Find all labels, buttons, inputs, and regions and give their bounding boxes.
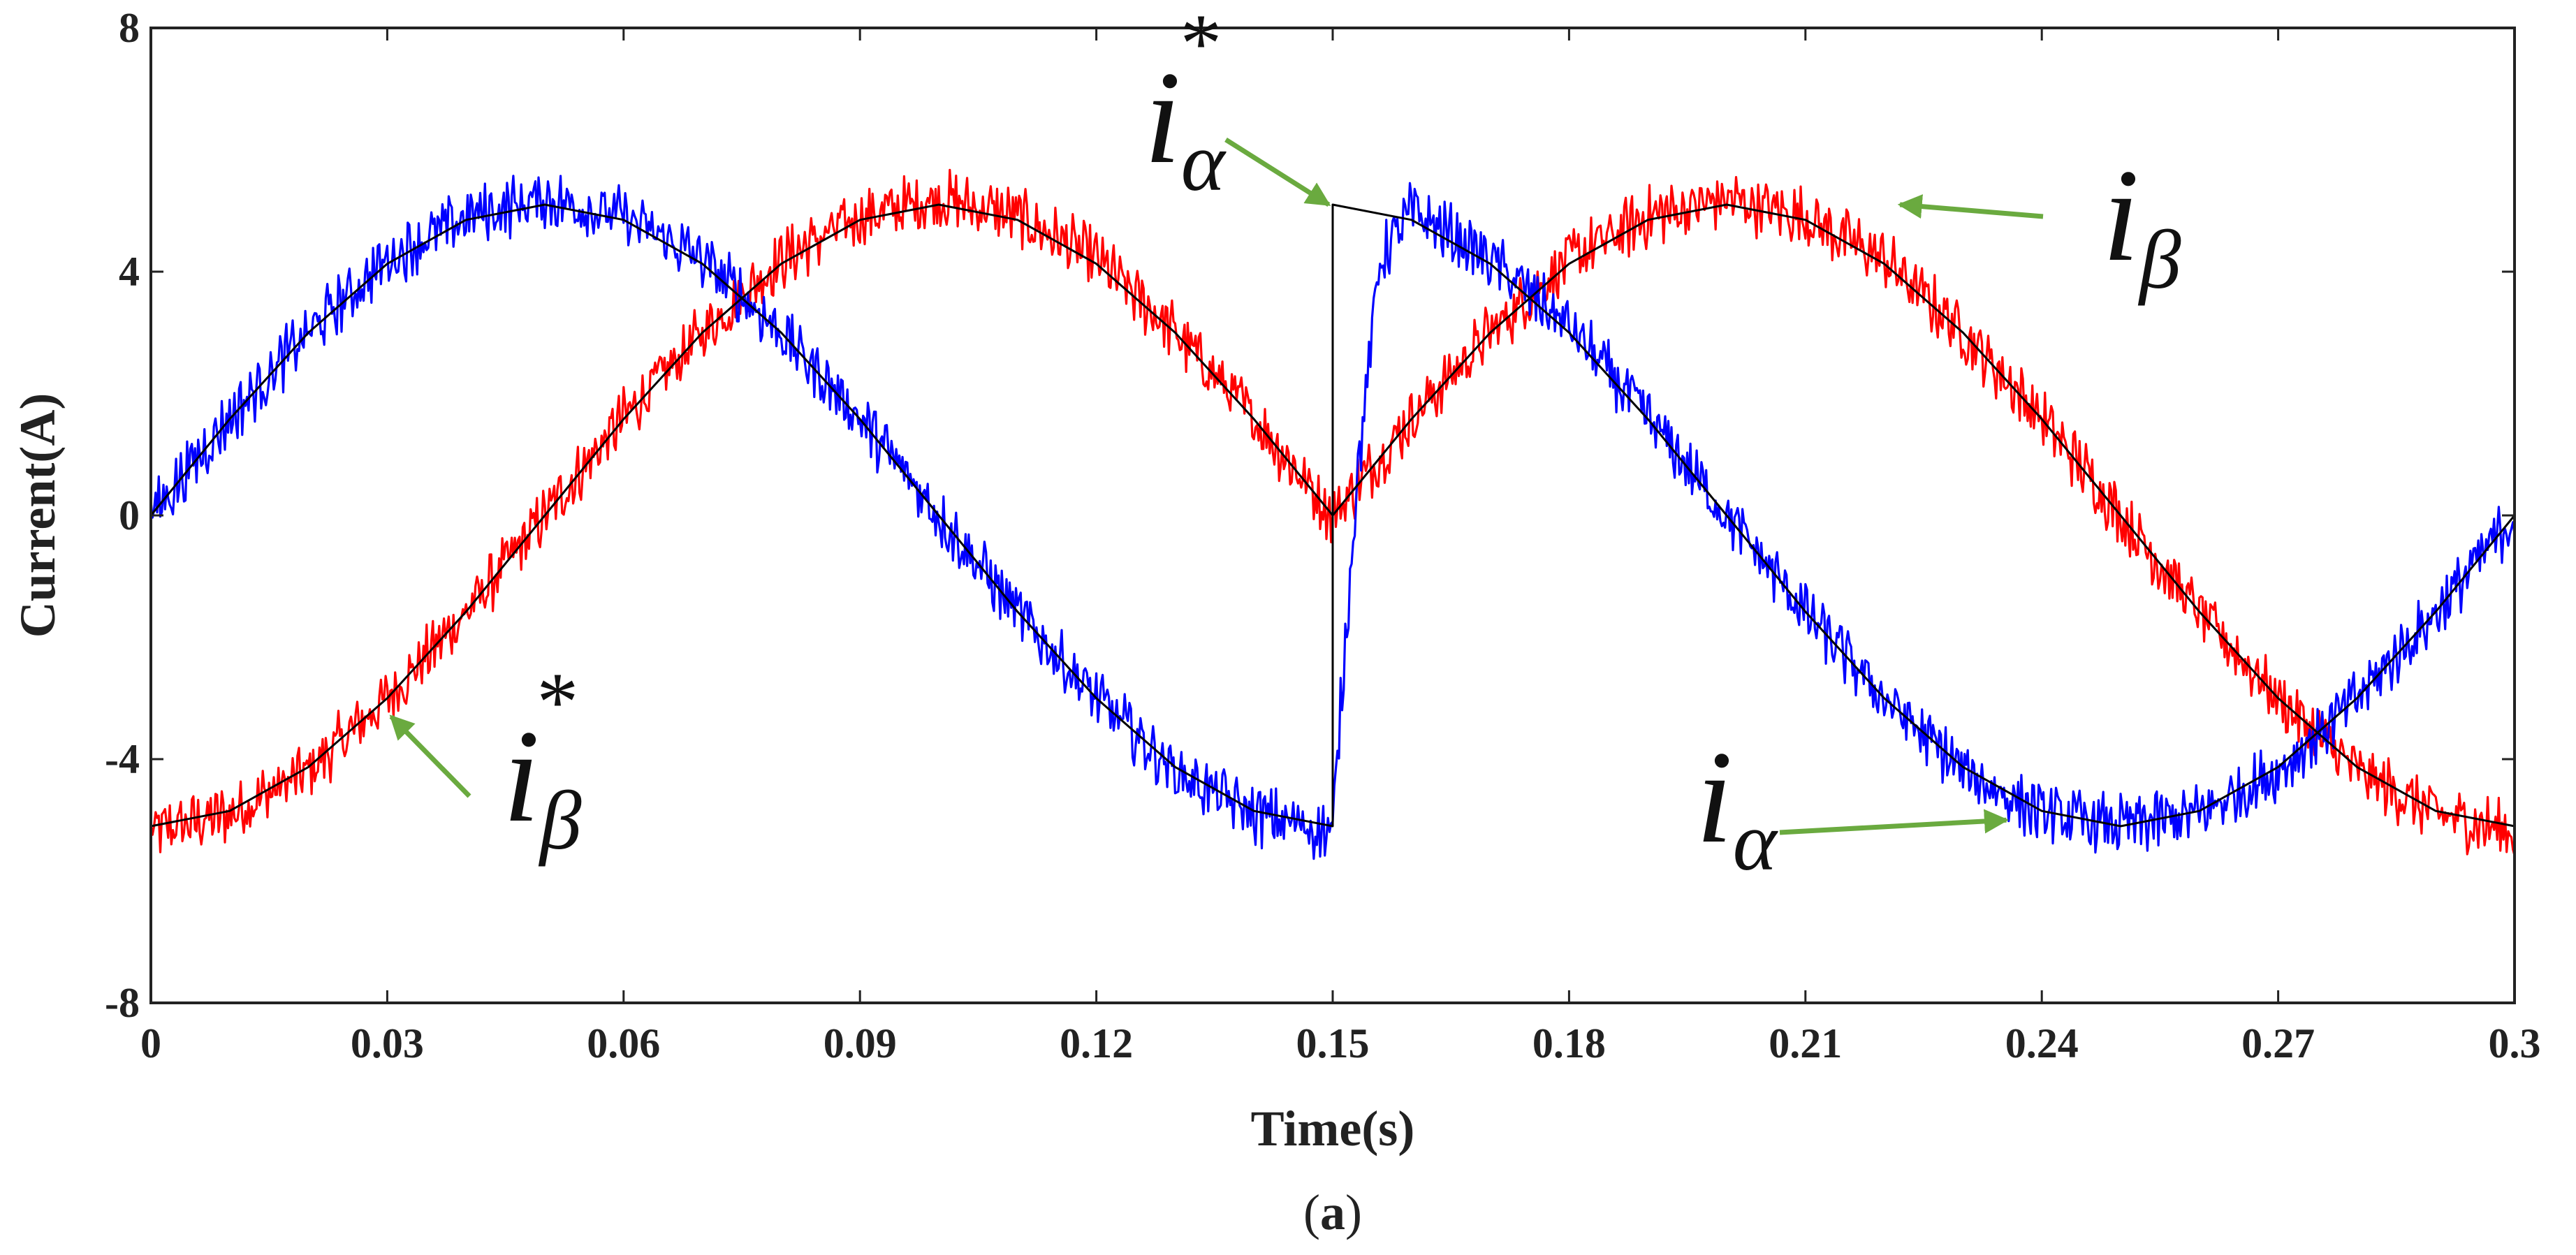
x-tick-label: 0.03 (351, 1020, 424, 1066)
x-tick-label: 0 (140, 1020, 161, 1066)
annotation-arrow-ia-ref (1224, 138, 1331, 207)
annotation-subscript: β (2138, 213, 2181, 306)
series-layer (149, 168, 2516, 860)
x-tick-label: 0.21 (1769, 1020, 1842, 1066)
caption-letter: a (1320, 1184, 1345, 1240)
x-tick-label: 0.27 (2241, 1020, 2315, 1066)
i-alpha-ref-line (149, 203, 2516, 828)
y-tick-label: 4 (119, 249, 140, 295)
x-tick-label: 0.24 (2005, 1020, 2079, 1066)
annotation-letter: i (503, 703, 540, 850)
annotation-subscript: α (1733, 795, 1778, 888)
annotation-label-ib-ref: iβ * (503, 655, 582, 867)
figure-caption: (a) (1303, 1184, 1362, 1240)
y-tick-label: 0 (119, 492, 140, 538)
y-tick-label: -4 (105, 736, 140, 782)
annotation-letter: i (2102, 142, 2139, 289)
x-tick-label: 0.18 (1532, 1020, 1606, 1066)
x-tick-label: 0.06 (587, 1020, 660, 1066)
annotation-label-ia-ref: iα * (1144, 0, 1227, 208)
y-tick-label: 8 (119, 5, 140, 51)
x-tick-label: 0.3 (2489, 1020, 2541, 1066)
x-tick-label: 0.12 (1060, 1020, 1133, 1066)
annotation-letter: i (1144, 45, 1181, 191)
x-tick-label: 0.09 (824, 1020, 897, 1066)
caption-close-paren: ) (1345, 1184, 1362, 1240)
y-tick-label: -8 (105, 980, 140, 1026)
annotation-superscript: * (533, 655, 575, 748)
annotation-arrow-ib-ref (389, 714, 471, 798)
annotation-label-ia: iα (1696, 724, 1778, 888)
annotation-label-ib: iβ (2102, 142, 2181, 306)
tick-layer: 0 0.03 0.06 0.09 0.12 0.15 0.18 0.21 0.24 0.27 0.3… (105, 5, 2540, 1066)
y-axis-label: Current(A) (10, 393, 66, 638)
caption-open-paren: ( (1303, 1184, 1320, 1240)
annotation-superscript: * (1176, 0, 1218, 89)
annotation-subscript: α (1181, 115, 1227, 208)
x-tick-label: 0.15 (1296, 1020, 1370, 1066)
annotation-arrow-ia (1779, 809, 2009, 835)
annotation-subscript: β (539, 774, 582, 867)
annotation-arrow-ib (1897, 194, 2044, 219)
x-axis-label: Time(s) (1251, 1101, 1415, 1157)
annotation-letter: i (1696, 724, 1733, 871)
